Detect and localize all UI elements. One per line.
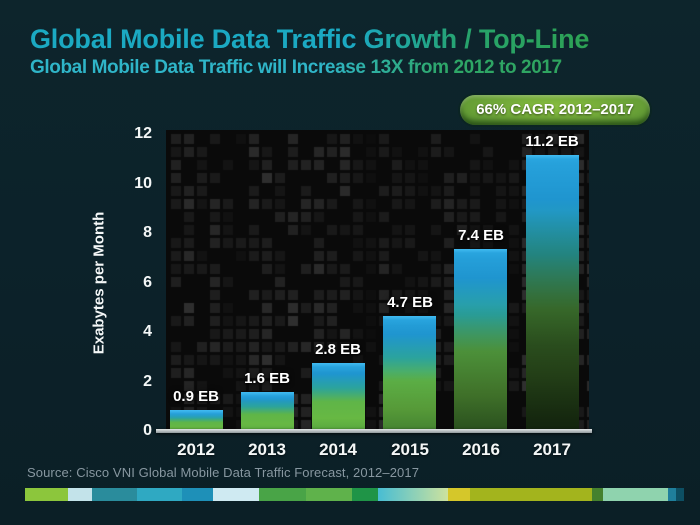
bar-value-label: 4.7 EB	[387, 294, 433, 311]
y-tick-8: 8	[143, 224, 152, 241]
y-axis-title: Exabytes per Month	[90, 211, 108, 355]
plot-pattern-canvas	[166, 130, 589, 432]
strip-segment	[352, 488, 378, 501]
x-axis-label: 2014	[319, 440, 357, 459]
plot-area	[166, 130, 589, 432]
x-axis-line	[156, 429, 592, 433]
bar-2012	[170, 410, 223, 432]
chart-subtitle: Global Mobile Data Traffic will Increase…	[30, 57, 562, 78]
strip-segment	[378, 488, 448, 501]
x-axis-label: 2015	[391, 440, 429, 459]
bar-value-label: 7.4 EB	[458, 227, 504, 244]
bar-value-label: 11.2 EB	[525, 133, 579, 150]
y-tick-0: 0	[143, 422, 152, 439]
x-axis-label: 2012	[177, 440, 215, 459]
strip-segment	[448, 488, 470, 501]
bar-2013	[241, 392, 294, 432]
bar-value-label: 2.8 EB	[315, 341, 361, 358]
strip-segment	[603, 488, 668, 501]
strip-segment	[668, 488, 676, 501]
source-text: Source: Cisco VNI Global Mobile Data Tra…	[27, 465, 420, 480]
strip-segment	[137, 488, 182, 501]
bar-2015	[383, 316, 436, 432]
y-tick-6: 6	[143, 274, 152, 291]
strip-segment	[92, 488, 137, 501]
cagr-badge: 66% CAGR 2012–2017	[460, 95, 650, 125]
color-strip	[25, 488, 684, 501]
strip-segment	[306, 488, 352, 501]
bar-2017	[526, 155, 579, 432]
strip-segment	[25, 488, 68, 501]
strip-segment	[68, 488, 92, 501]
x-axis-label: 2017	[533, 440, 571, 459]
bar-value-label: 0.9 EB	[173, 388, 219, 405]
strip-segment	[213, 488, 259, 501]
y-tick-4: 4	[143, 323, 152, 340]
strip-segment	[259, 488, 306, 501]
bar-2014	[312, 363, 365, 432]
strip-segment	[676, 488, 684, 501]
y-tick-12: 12	[134, 125, 152, 142]
x-axis-label: 2013	[248, 440, 286, 459]
strip-segment	[182, 488, 213, 501]
y-tick-2: 2	[143, 373, 152, 390]
chart-title: Global Mobile Data Traffic Growth / Top-…	[30, 24, 590, 54]
strip-segment	[592, 488, 603, 501]
bar-2016	[454, 249, 507, 432]
strip-segment	[470, 488, 592, 501]
x-axis-label: 2016	[462, 440, 500, 459]
y-tick-10: 10	[134, 175, 152, 192]
bar-value-label: 1.6 EB	[244, 370, 290, 387]
